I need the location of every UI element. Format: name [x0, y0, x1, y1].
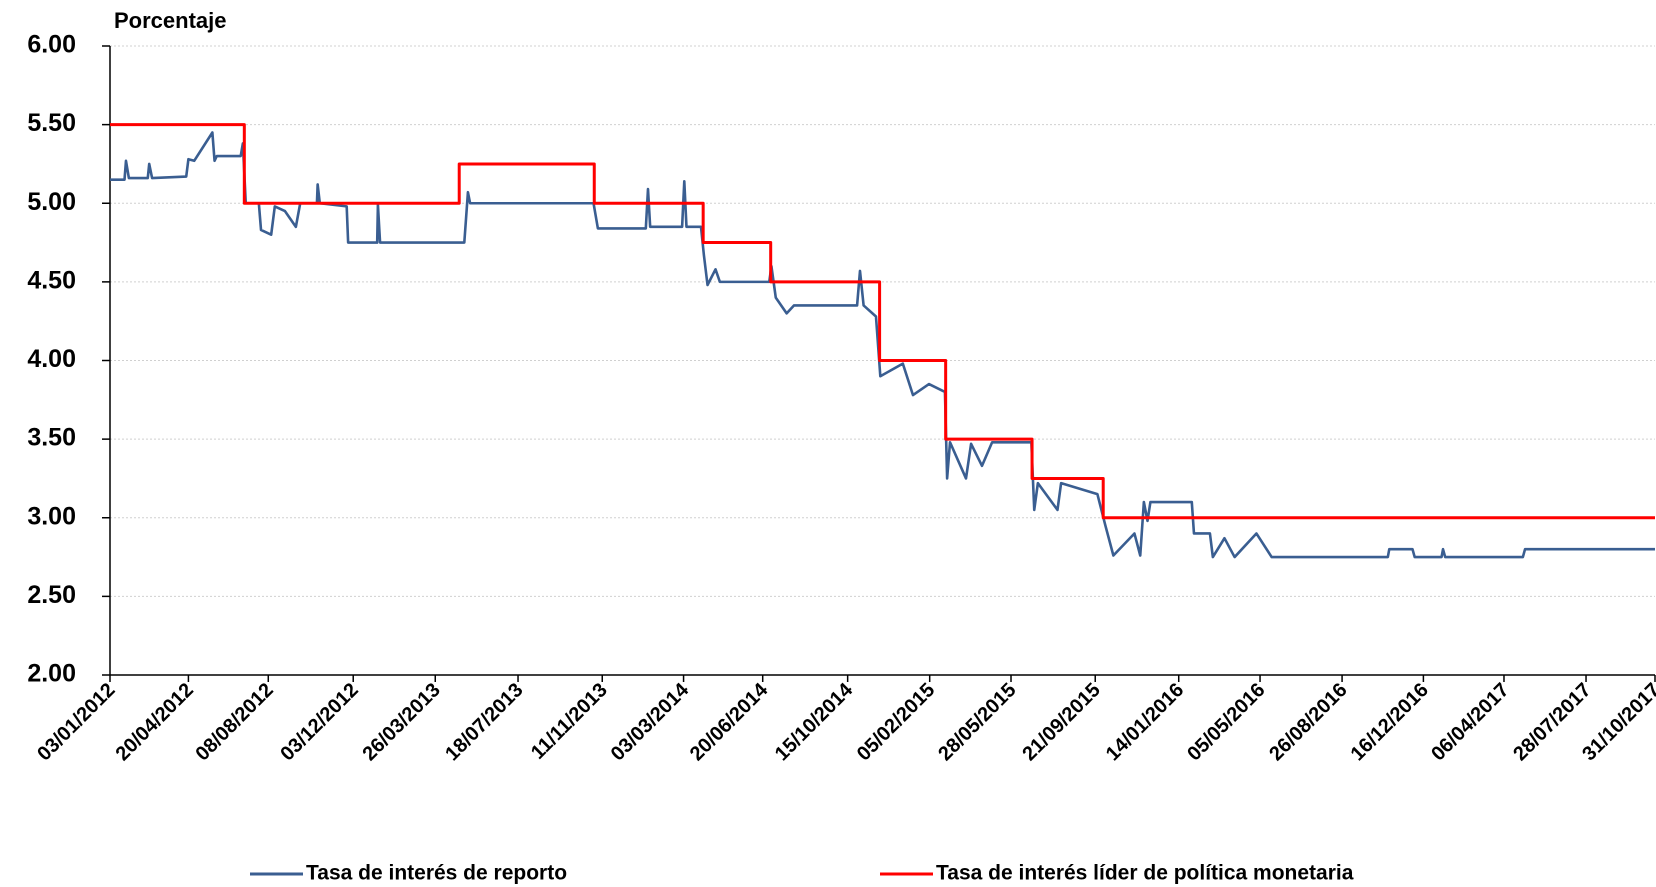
y-tick-label: 4.00	[27, 345, 76, 373]
y-tick-label: 4.50	[27, 266, 76, 294]
x-tick-label: 21/09/2015	[1018, 679, 1104, 765]
y-tick-label: 6.00	[27, 31, 76, 59]
y-tick-label: 3.50	[27, 424, 76, 452]
x-tick-label: 05/02/2015	[853, 679, 939, 765]
legend-label: Tasa de interés líder de política moneta…	[936, 862, 1354, 885]
x-tick-label: 03/12/2012	[276, 679, 362, 765]
y-tick-label: 3.00	[27, 502, 76, 530]
series-line	[110, 131, 1655, 559]
y-tick-label: 5.50	[27, 109, 76, 137]
x-tick-label: 15/10/2014	[771, 678, 858, 765]
y-tick-label: 5.00	[27, 188, 76, 216]
x-tick-label: 11/11/2013	[527, 679, 612, 764]
x-tick-label: 05/05/2016	[1183, 679, 1269, 765]
x-tick-label: 18/07/2013	[441, 679, 527, 765]
y-tick-label: 2.50	[27, 581, 76, 609]
x-tick-label: 03/03/2014	[607, 678, 694, 765]
x-tick-label: 08/08/2012	[191, 679, 277, 765]
x-tick-label: 16/12/2016	[1347, 679, 1433, 765]
series-line	[110, 123, 1655, 520]
x-tick-label: 20/06/2014	[686, 678, 773, 765]
x-tick-label: 26/08/2016	[1265, 679, 1351, 765]
x-tick-label: 06/04/2017	[1427, 679, 1513, 765]
y-tick-label: 2.00	[27, 660, 76, 688]
x-tick-label: 26/03/2013	[358, 679, 444, 765]
x-tick-label: 20/04/2012	[112, 679, 198, 765]
legend-label: Tasa de interés de reporto	[306, 862, 567, 885]
x-tick-label: 28/05/2015	[934, 679, 1020, 765]
x-tick-label: 14/01/2016	[1102, 679, 1188, 765]
y-axis-label: Porcentaje	[114, 8, 227, 33]
x-tick-label: 03/01/2012	[33, 679, 119, 765]
